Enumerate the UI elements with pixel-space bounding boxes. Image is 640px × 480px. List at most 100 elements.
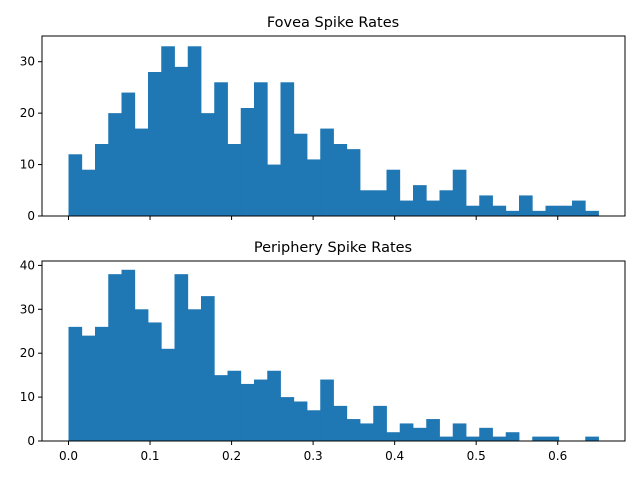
- periphery-bar: [108, 274, 122, 441]
- fovea-bar: [492, 205, 507, 216]
- periphery-xtick-label: 0.2: [222, 449, 241, 463]
- fovea-bar: [545, 205, 560, 216]
- periphery-bar: [346, 419, 361, 441]
- fovea-bar: [360, 190, 374, 216]
- fovea-ytick-label: 20: [20, 106, 35, 120]
- fovea-bar: [333, 144, 348, 216]
- periphery-bar: [240, 383, 255, 441]
- fovea-bar: [346, 149, 361, 216]
- periphery-bar: [320, 379, 334, 441]
- periphery-xtick-label: 0.0: [59, 449, 78, 463]
- fovea-bar: [227, 144, 242, 216]
- fovea-bar: [558, 205, 573, 216]
- periphery-chart-title: Periphery Spike Rates: [254, 240, 412, 256]
- periphery-bar: [307, 410, 321, 441]
- fovea-bar: [532, 210, 546, 216]
- periphery-bar: [201, 296, 215, 441]
- periphery-bar: [479, 427, 493, 441]
- fovea-bar: [426, 200, 440, 216]
- fovea-bar: [174, 66, 189, 216]
- periphery-xtick-label: 0.1: [140, 449, 159, 463]
- periphery-ytick-label: 40: [20, 258, 35, 272]
- periphery-bar: [505, 432, 520, 441]
- periphery-ytick-label: 30: [20, 302, 35, 316]
- periphery-bar: [293, 401, 308, 441]
- fovea-bar: [134, 128, 149, 216]
- periphery-bar: [386, 432, 401, 441]
- fovea-chart-title: Fovea Spike Rates: [267, 15, 399, 31]
- fovea-bar: [267, 164, 281, 216]
- fovea-bar: [81, 169, 96, 216]
- fovea-bar: [95, 144, 109, 216]
- fovea-bar: [148, 72, 162, 216]
- fovea-bar: [161, 46, 175, 217]
- periphery-bars: [68, 269, 599, 441]
- fovea-bar: [452, 169, 467, 216]
- periphery-xtick-label: 0.6: [548, 449, 567, 463]
- periphery-bar: [214, 375, 228, 441]
- fovea-bar: [585, 210, 599, 216]
- fovea-ytick-label: 0: [27, 209, 35, 223]
- fovea-bar: [201, 113, 215, 216]
- fovea-axes-frame: [41, 35, 626, 217]
- periphery-bar: [121, 269, 136, 441]
- fovea-bar: [505, 210, 520, 216]
- periphery-bar: [426, 419, 440, 441]
- periphery-bar: [585, 436, 599, 441]
- periphery-bar: [532, 436, 546, 441]
- periphery-bar: [187, 309, 202, 441]
- periphery-bar: [466, 436, 480, 441]
- periphery-bar: [373, 405, 387, 441]
- fovea-bar: [68, 154, 83, 216]
- fovea-bar: [214, 82, 228, 217]
- fovea-bar: [108, 113, 122, 216]
- periphery-bar: [439, 436, 454, 441]
- periphery-bar: [399, 423, 414, 441]
- periphery-bar: [545, 436, 560, 441]
- periphery-xtick-label: 0.4: [385, 449, 404, 463]
- periphery-axes: 0 10 20 30 40 0.0 0.1 0.2 0.3 0.4 0.5 0.6: [20, 258, 626, 463]
- periphery-bar: [95, 326, 109, 441]
- periphery-bar: [452, 423, 467, 441]
- fovea-bar: [307, 159, 321, 216]
- fovea-bar: [439, 190, 454, 216]
- periphery-bar: [81, 335, 96, 441]
- fovea-bar: [293, 133, 308, 216]
- fovea-bar: [386, 169, 401, 216]
- fovea-bar: [479, 195, 493, 216]
- fovea-bar: [121, 92, 136, 216]
- fovea-bar: [187, 46, 202, 217]
- fovea-bar: [519, 195, 533, 216]
- fovea-bars: [68, 46, 599, 217]
- periphery-histogram-panel: Periphery Spike Rates 0 10 20 30 40 0.0 0.1 0.2…: [20, 240, 626, 463]
- periphery-bar: [360, 423, 374, 441]
- fovea-bar: [399, 200, 414, 216]
- periphery-bar: [174, 274, 189, 441]
- fovea-bar: [373, 190, 387, 216]
- fovea-bar: [466, 205, 480, 216]
- periphery-ytick-label: 20: [20, 346, 35, 360]
- fovea-bar: [240, 108, 255, 216]
- periphery-bar: [148, 322, 162, 441]
- fovea-bar: [254, 82, 268, 217]
- fovea-bar: [413, 185, 427, 216]
- periphery-xtick-label: 0.3: [304, 449, 323, 463]
- periphery-bar: [413, 427, 427, 441]
- fovea-bar: [572, 200, 586, 216]
- fovea-histogram-panel: Fovea Spike Rates 0 10 20 30: [20, 15, 626, 223]
- periphery-axes-frame: [41, 260, 626, 442]
- fovea-ytick-label: 30: [20, 55, 35, 69]
- periphery-bar: [492, 436, 507, 441]
- fovea-axes: 0 10 20 30: [20, 35, 626, 223]
- fovea-ytick-label: 10: [20, 158, 35, 172]
- periphery-bar: [333, 405, 348, 441]
- periphery-xtick-label: 0.5: [467, 449, 486, 463]
- periphery-ytick-label: 10: [20, 390, 35, 404]
- periphery-bar: [134, 309, 149, 441]
- periphery-bar: [280, 397, 295, 441]
- periphery-bar: [227, 370, 242, 441]
- periphery-bar: [267, 370, 281, 441]
- periphery-bar: [68, 326, 83, 441]
- periphery-ytick-label: 0: [27, 434, 35, 448]
